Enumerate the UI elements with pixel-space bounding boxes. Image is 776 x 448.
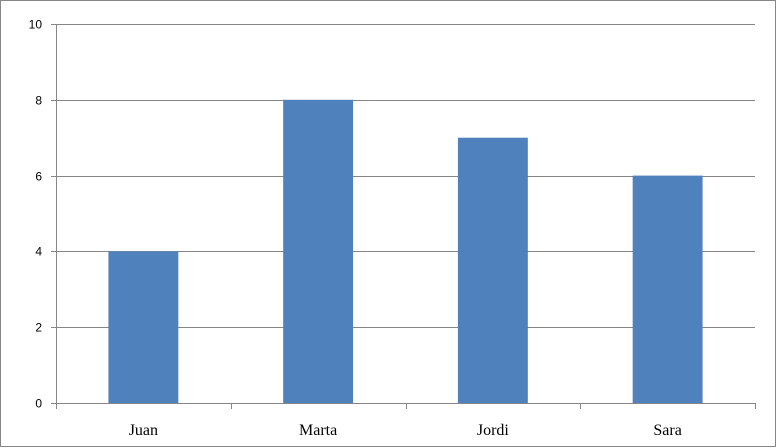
y-tick-label-0: 0 xyxy=(35,397,42,411)
bar-marta xyxy=(283,99,354,404)
x-tick-label-sara: Sara xyxy=(653,422,681,439)
y-tick-label-2: 2 xyxy=(35,321,42,335)
x-axis-ticks: Juan Marta Jordi Sara xyxy=(129,422,682,439)
axes xyxy=(51,24,756,409)
x-tick-label-marta: Marta xyxy=(299,422,337,439)
y-axis-ticks: 0 2 4 6 8 10 xyxy=(29,18,43,411)
bar-sara xyxy=(632,175,703,403)
y-tick-label-10: 10 xyxy=(29,18,43,32)
x-tick-label-juan: Juan xyxy=(129,422,158,439)
y-tick-label-8: 8 xyxy=(35,94,42,108)
x-tick-label-jordi: Jordi xyxy=(477,422,510,439)
bar-jordi xyxy=(457,137,528,403)
y-tick-label-6: 6 xyxy=(35,170,42,184)
y-tick-label-4: 4 xyxy=(35,245,42,259)
bars xyxy=(108,99,703,404)
bar-juan xyxy=(108,251,179,403)
